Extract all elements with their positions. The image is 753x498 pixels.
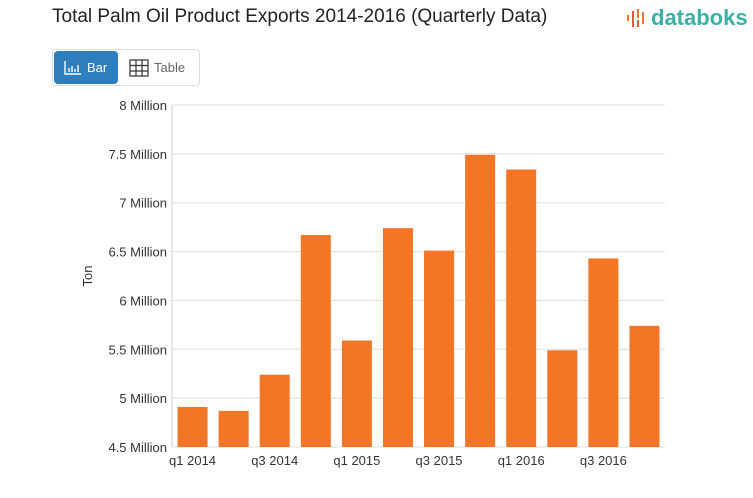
bar-q4-2015: [465, 154, 496, 447]
bar-q2-2015: [382, 228, 413, 447]
bar-q3-2014: [259, 374, 290, 447]
y-tick-label: 5 Million: [119, 391, 167, 406]
x-tick-label: q1 2016: [498, 453, 545, 468]
bar-q2-2016: [547, 350, 578, 447]
bar-q3-2016: [588, 258, 619, 447]
y-tick-label: 4.5 Million: [108, 440, 167, 455]
bar-q1-2014: [177, 406, 208, 447]
bar-label: Bar: [87, 60, 108, 75]
view-toggle: Bar Table: [52, 49, 200, 86]
databoks-logo: databoks: [626, 5, 748, 31]
bar-q2-2014: [218, 410, 249, 447]
bar-q3-2015: [424, 250, 455, 447]
table-icon: [129, 58, 149, 77]
x-tick-label: q3 2016: [580, 453, 627, 468]
logo-bars-icon: [627, 9, 644, 27]
x-tick-label: q1 2014: [169, 453, 216, 468]
table-view-button[interactable]: Table: [119, 50, 195, 85]
bar-q4-2014: [300, 234, 331, 447]
table-label: Table: [154, 60, 186, 75]
y-tick-label: 7.5 Million: [108, 147, 167, 162]
y-tick-label: 5.5 Million: [108, 342, 167, 357]
y-tick-label: 6.5 Million: [108, 245, 167, 260]
bar-view-button[interactable]: Bar: [54, 51, 118, 84]
y-tick-label: 7 Million: [119, 196, 167, 211]
y-tick-label: 6 Million: [119, 293, 167, 308]
x-tick-label: q3 2015: [416, 453, 463, 468]
x-tick-label: q3 2014: [251, 453, 298, 468]
bar-q1-2015: [341, 340, 372, 447]
y-tick-label: 8 Million: [119, 98, 167, 113]
bar-q1-2016: [506, 169, 537, 447]
chart-title: Total Palm Oil Product Exports 2014-2016…: [52, 6, 548, 27]
y-axis-title: Ton: [80, 266, 95, 287]
logo-text: databoks: [651, 5, 748, 30]
bar-q4-2016: [629, 325, 660, 447]
x-tick-label: q1 2015: [333, 453, 380, 468]
bar-chart-icon: [64, 60, 81, 75]
